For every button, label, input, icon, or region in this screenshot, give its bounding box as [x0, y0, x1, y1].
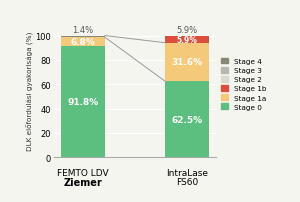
- Bar: [61, 46, 105, 158]
- Y-axis label: DLK előfordulási gyakorisága (%): DLK előfordulási gyakorisága (%): [25, 32, 33, 150]
- Bar: [61, 36, 105, 38]
- Text: IntraLase: IntraLase: [166, 168, 208, 177]
- Legend: Stage 4, Stage 3, Stage 2, Stage 1b, Stage 1a, Stage 0: Stage 4, Stage 3, Stage 2, Stage 1b, Sta…: [221, 58, 266, 110]
- Text: 6.8%: 6.8%: [71, 38, 96, 47]
- Bar: [165, 36, 208, 43]
- Text: FEMTO LDV: FEMTO LDV: [57, 168, 109, 177]
- Text: FS60: FS60: [176, 177, 198, 186]
- Bar: [165, 82, 208, 158]
- Text: 91.8%: 91.8%: [68, 97, 99, 106]
- Bar: [165, 43, 208, 82]
- Text: 1.4%: 1.4%: [73, 26, 94, 35]
- Text: 5.9%: 5.9%: [176, 26, 197, 35]
- Text: 31.6%: 31.6%: [171, 58, 202, 67]
- Text: Ziemer: Ziemer: [64, 177, 103, 187]
- Text: 62.5%: 62.5%: [171, 115, 202, 124]
- Bar: [61, 38, 105, 46]
- Text: 5.9%: 5.9%: [176, 36, 197, 44]
